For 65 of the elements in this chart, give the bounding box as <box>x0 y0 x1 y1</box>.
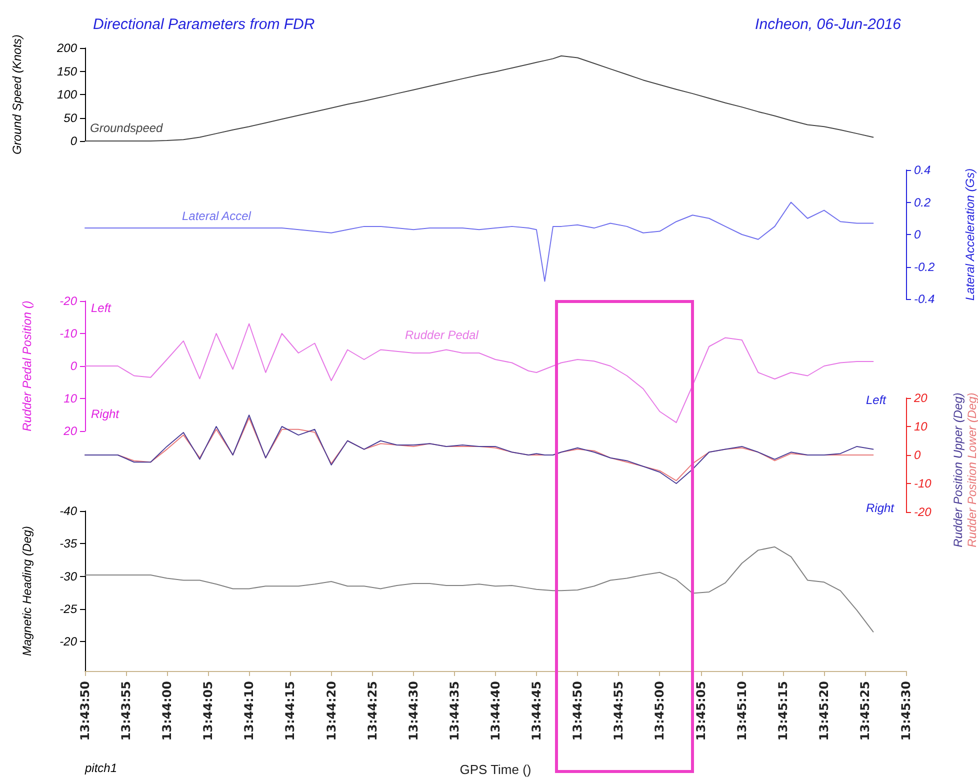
y-axis-title: Ground Speed (Knots) <box>10 34 24 155</box>
y-tick-label: -20 <box>60 634 78 649</box>
x-tick-label: 13:44:45 <box>529 681 544 741</box>
y-tick-label: -40 <box>60 504 78 518</box>
x-tick-label: 13:44:40 <box>488 681 502 741</box>
annotation: Left <box>91 301 112 315</box>
x-tick-label: 13:44:55 <box>612 681 626 741</box>
y-tick-label: 200 <box>56 41 78 55</box>
annotation: Left <box>866 393 887 407</box>
x-tick-label: 13:44:05 <box>200 681 215 741</box>
x-tick-label: 13:45:30 <box>899 681 913 741</box>
chart-title: Directional Parameters from FDR <box>93 16 315 33</box>
y-axis-title: Rudder Pedal Position () <box>20 300 34 432</box>
y-tick-label: -10 <box>60 326 78 340</box>
y2-tick-label: -10 <box>914 476 932 490</box>
annotation: Right <box>866 501 895 515</box>
y-tick-label: 20 <box>62 424 78 438</box>
y-tick-label: 100 <box>56 88 78 102</box>
x-tick-label: 13:44:15 <box>283 681 298 741</box>
y-tick-label: -30 <box>60 569 78 584</box>
chart-subtitle: Incheon, 06-Jun-2016 <box>755 16 902 33</box>
series-label: Rudder Pedal <box>405 328 479 342</box>
y-tick-label: 0 <box>70 359 78 373</box>
y2-tick-label: -0.2 <box>914 260 936 274</box>
y2-tick-label: -0.4 <box>914 292 936 306</box>
y2-tick-label: 10 <box>914 420 928 434</box>
line-series <box>84 546 874 632</box>
y-axis-title: Magnetic Heading (Deg) <box>20 526 34 656</box>
x-tick-label: 13:45:10 <box>734 681 749 741</box>
series-label: Lateral Accel <box>182 209 252 223</box>
x-tick-label: 13:45:05 <box>694 681 708 741</box>
y2-tick-label: 20 <box>913 391 928 405</box>
y-tick-label: 150 <box>56 64 78 78</box>
y-tick-label: 50 <box>64 110 78 125</box>
line-series <box>84 202 874 282</box>
y-tick-label: -20 <box>60 294 78 308</box>
x-tick-label: 13:44:25 <box>365 681 380 741</box>
x-tick-label: 13:44:20 <box>324 681 338 741</box>
x-tick-label: 13:43:50 <box>78 681 92 741</box>
y-tick-label: -35 <box>60 536 78 551</box>
x-tick-label: 13:45:15 <box>776 681 790 741</box>
y2-tick-label: 0.4 <box>914 163 932 177</box>
text: pitch1 <box>84 761 118 775</box>
x-tick-label: 13:44:10 <box>242 681 256 741</box>
y2-tick-label: 0 <box>914 448 921 462</box>
y2-tick-label: 0 <box>914 228 921 242</box>
series-label: Groundspeed <box>90 121 164 135</box>
x-axis-title: GPS Time () <box>460 762 532 777</box>
text: Rudder Position Upper (Deg) <box>951 392 965 548</box>
y2-tick-label: -20 <box>914 505 932 519</box>
x-tick-label: 13:45:00 <box>652 681 667 741</box>
x-tick-label: 13:45:20 <box>817 681 832 741</box>
x-tick-label: 13:44:35 <box>448 681 462 741</box>
x-tick-label: 13:43:55 <box>118 681 133 741</box>
annotation: Right <box>91 407 120 421</box>
y-tick-label: 0 <box>70 134 78 148</box>
x-tick-label: 13:44:00 <box>160 681 174 741</box>
x-tick-label: 13:44:50 <box>570 681 585 741</box>
x-tick-label: 13:44:30 <box>406 681 420 741</box>
y2-tick-label: 0.2 <box>914 195 932 210</box>
y-tick-label: -25 <box>60 602 78 616</box>
x-tick-label: 13:45:25 <box>858 681 872 741</box>
y-tick-label: 10 <box>64 392 78 406</box>
y2-axis-title: Lateral Acceleration (Gs) <box>963 168 977 301</box>
line-series <box>84 55 874 142</box>
